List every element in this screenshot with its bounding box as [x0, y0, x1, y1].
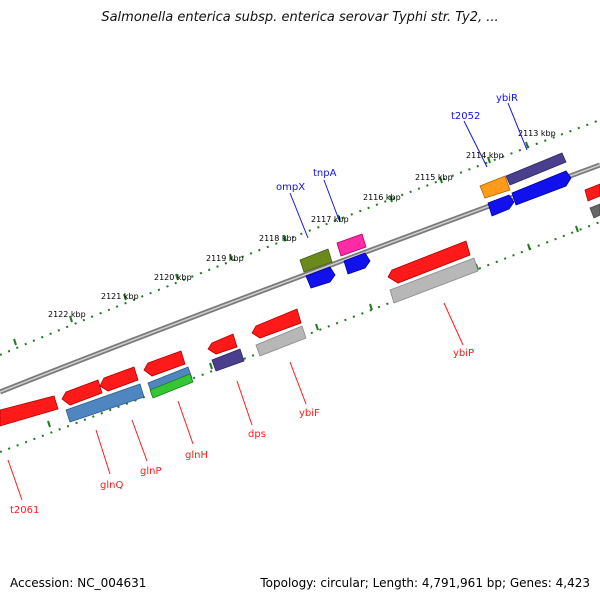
gene-glnP[interactable] [99, 366, 139, 392]
gene-ybiR-blue[interactable] [511, 170, 572, 206]
lower-scale-line [0, 221, 600, 453]
tick-label-2122: 2122 kbp [48, 310, 86, 319]
gene-t2061[interactable] [0, 395, 59, 427]
tick-label-2120: 2120 kbp [154, 273, 192, 282]
label-ybiP: ybiP [453, 348, 474, 359]
label-t2061: t2061 [10, 505, 39, 516]
gene-edge-red[interactable] [584, 183, 600, 202]
label-ybiR: ybiR [496, 93, 518, 104]
tick-label-2116: 2116 kbp [363, 193, 401, 202]
genome-backbone-highlight [0, 164, 600, 393]
label-glnQ: glnQ [100, 480, 123, 491]
leader-lines [7, 102, 528, 501]
gene-glnH-green[interactable] [149, 373, 194, 399]
gene-glnQ-steel[interactable] [65, 383, 145, 423]
gene-glnH[interactable] [143, 350, 186, 377]
label-ompX: ompX [276, 182, 305, 193]
gene-dps[interactable] [207, 333, 238, 355]
tick-label-2115: 2115 kbp [415, 173, 453, 182]
tick-label-2121: 2121 kbp [101, 292, 139, 301]
upper-ticks [13, 141, 529, 346]
label-glnH: glnH [185, 450, 208, 461]
gene-glnQ[interactable] [61, 379, 103, 406]
gene-t2052[interactable] [479, 175, 511, 199]
tick-label-2117: 2117 kbp [311, 215, 349, 224]
tick-label-2113: 2113 kbp [518, 129, 556, 138]
gene-ybiP-gray[interactable] [389, 257, 479, 304]
gene-ompX[interactable] [299, 248, 333, 273]
genome-summary-text: Topology: circular; Length: 4,791,961 bp… [260, 576, 590, 590]
tick-label-2118: 2118 kbp [259, 234, 297, 243]
gene-ybiF[interactable] [251, 308, 302, 339]
gene-ybiF-gray[interactable] [255, 325, 307, 357]
gene-ompX-blue[interactable] [305, 266, 336, 289]
gene-t2052-blue[interactable] [487, 194, 515, 217]
lower-genes [0, 240, 479, 427]
gene-dps-navy[interactable] [211, 348, 245, 372]
upper-scale-line [0, 119, 600, 356]
tick-label-2114: 2114 kbp [466, 151, 504, 160]
gene-ybiP[interactable] [387, 240, 471, 284]
tick-label-2119: 2119 kbp [206, 254, 244, 263]
label-t2052: t2052 [451, 111, 480, 122]
gene-tnpA-blue[interactable] [343, 252, 371, 275]
gene-edge-gray[interactable] [589, 203, 600, 219]
label-glnP: glnP [140, 466, 162, 477]
gene-tnpA[interactable] [336, 233, 367, 257]
accession-text: Accession: NC_004631 [10, 576, 147, 590]
label-ybiF: ybiF [299, 408, 320, 419]
gene-ybiR[interactable] [505, 152, 567, 186]
upper-genes [299, 152, 600, 289]
label-tnpA: tnpA [313, 168, 337, 179]
label-dps: dps [248, 429, 266, 440]
map-title: Salmonella enterica subsp. enterica sero… [101, 10, 499, 25]
